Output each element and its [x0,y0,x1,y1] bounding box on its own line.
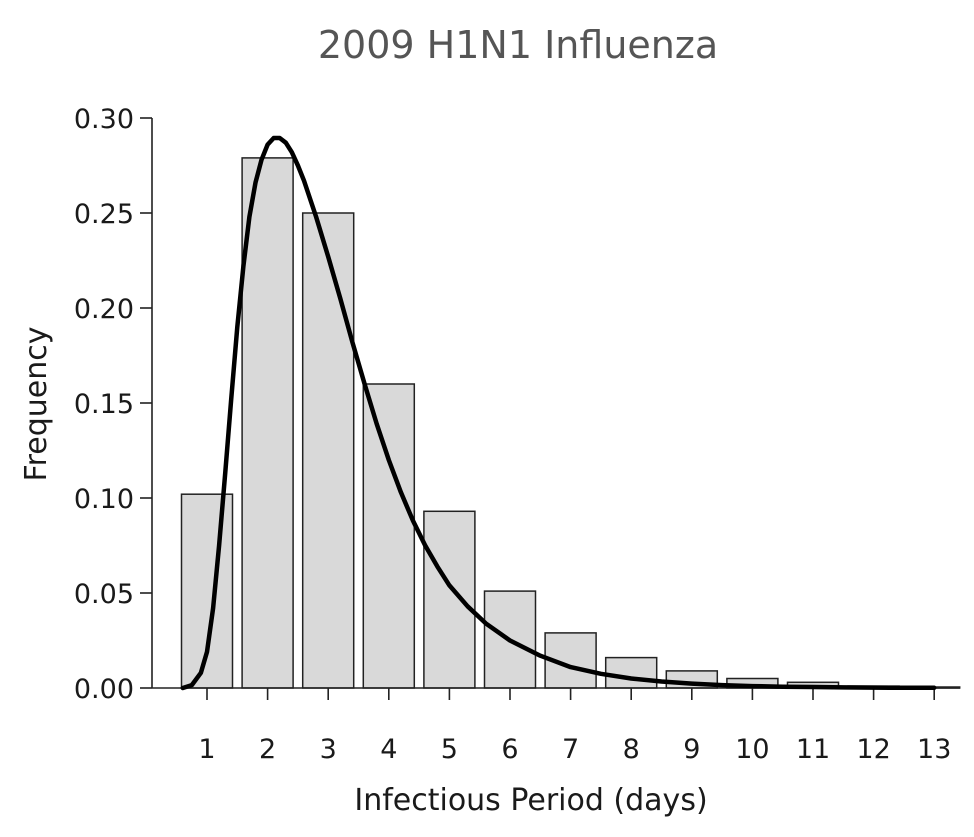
y-tick-label: 0.00 [74,674,134,705]
x-tick-label: 10 [735,734,769,765]
bar-day-2 [241,157,294,689]
x-tick-label: 2 [259,734,276,765]
x-tick-label: 11 [796,734,830,765]
bar-day-4 [362,383,416,689]
x-axis-label: Infectious Period (days) [354,783,707,818]
y-tick-label: 0.30 [74,104,134,135]
y-tick-label: 0.20 [74,294,134,325]
y-tick-label: 0.15 [74,389,134,420]
x-tick-label: 8 [623,734,640,765]
x-tick-label: 3 [320,734,337,765]
y-tick-label: 0.25 [74,199,134,230]
y-tick-label: 0.10 [74,484,134,515]
y-tick-label: 0.05 [74,579,134,610]
bar-day-8 [604,656,658,689]
x-tick-label: 13 [917,734,951,765]
bar-day-3 [301,212,355,689]
x-tick-label: 12 [856,734,890,765]
x-tick-label: 9 [683,734,700,765]
x-tick-label: 7 [562,734,579,765]
x-tick-label: 1 [198,734,215,765]
fit-curve-line [180,135,937,691]
bar-group [180,157,961,689]
chart-title: 2009 H1N1 Influenza [318,23,718,67]
x-tick-label: 5 [441,734,458,765]
bar-day-5 [423,510,476,689]
y-axis-label: Frequency [19,327,54,482]
fit-curve-group [180,135,937,691]
x-tick-label: 4 [380,734,397,765]
x-tick-label: 6 [501,734,518,765]
